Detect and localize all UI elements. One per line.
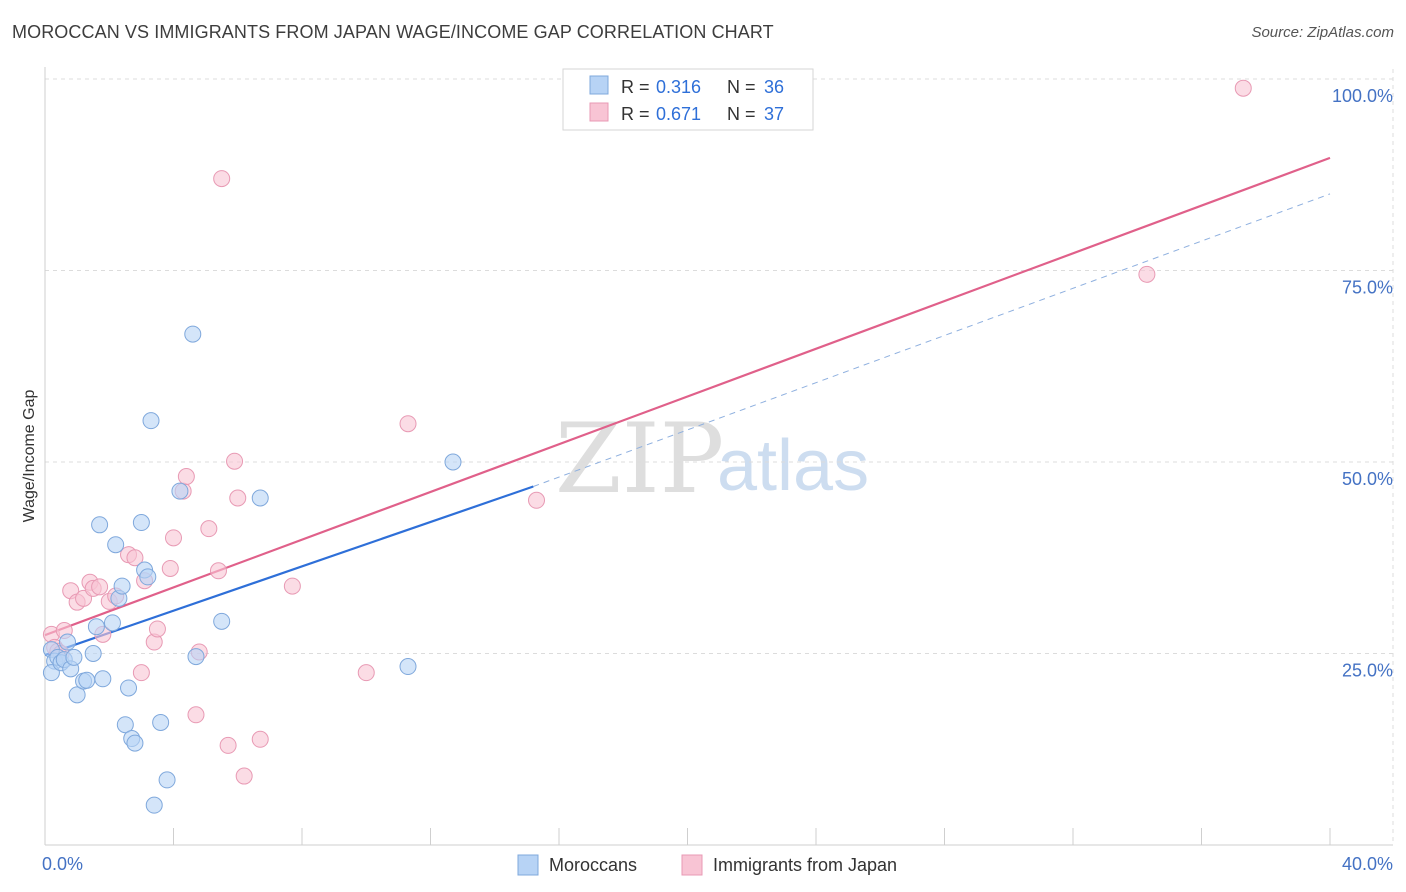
source-label: Source: ZipAtlas.com [1251, 24, 1394, 41]
point-moroccans [158, 771, 176, 789]
legend-swatch-blue [589, 75, 609, 95]
point-moroccans [65, 648, 83, 666]
point-moroccans [94, 670, 112, 688]
trend-line-moroccans-extension [533, 193, 1331, 487]
grid-lines [45, 69, 1394, 845]
trend-line-japan [44, 156, 1331, 637]
point-japan [283, 577, 301, 595]
axes [44, 67, 1393, 846]
point-moroccans [103, 614, 121, 632]
point-moroccans [116, 716, 134, 734]
watermark-atlas: atlas [717, 426, 869, 506]
bottom-legend-swatch-pink [681, 854, 703, 876]
point-japan [165, 529, 182, 547]
point-japan [209, 562, 227, 580]
point-moroccans [152, 713, 170, 731]
y-tick-label: 50.0% [1342, 469, 1393, 489]
trend-line-moroccans [44, 485, 534, 657]
point-moroccans [120, 679, 138, 697]
legend-n-value-1: 36 [764, 77, 784, 97]
point-moroccans [251, 489, 269, 507]
y-tick-label: 25.0% [1342, 661, 1393, 681]
legend-swatch-pink [589, 102, 609, 122]
y-tick-labels: 25.0% 50.0% 75.0% 100.0% [1332, 86, 1393, 681]
point-japan [132, 664, 150, 682]
point-japan [1138, 265, 1156, 283]
legend-r-value-1: 0.316 [656, 77, 701, 97]
point-japan [187, 706, 205, 724]
trend-lines [44, 156, 1331, 657]
point-japan [126, 549, 144, 567]
point-japan [213, 170, 231, 188]
bottom-legend-swatch-blue [517, 854, 539, 876]
point-japan [1234, 79, 1252, 97]
point-moroccans [145, 796, 163, 814]
point-japan [219, 736, 237, 754]
x-tick-label-min: 0.0% [42, 854, 83, 874]
legend-n-label-2: N = [727, 104, 756, 124]
point-japan [200, 520, 218, 538]
data-points [42, 79, 1252, 814]
point-moroccans [132, 514, 150, 532]
point-moroccans [187, 648, 205, 666]
point-moroccans [87, 618, 105, 636]
point-moroccans [113, 577, 131, 595]
y-tick-label: 100.0% [1332, 86, 1393, 106]
point-japan [161, 559, 179, 577]
point-moroccans [142, 412, 160, 430]
point-japan [91, 578, 109, 596]
legend-r-label-2: R = [621, 104, 650, 124]
point-japan [229, 489, 247, 507]
point-japan [226, 452, 244, 470]
point-japan [148, 620, 166, 638]
point-moroccans [126, 734, 144, 752]
bottom-legend-label-japan: Immigrants from Japan [713, 855, 897, 875]
point-moroccans [184, 325, 202, 343]
point-moroccans [171, 482, 189, 500]
legend-r-value-2: 0.671 [656, 104, 701, 124]
point-moroccans [399, 658, 417, 676]
point-moroccans [213, 612, 231, 630]
watermark-zip: ZIP [555, 403, 724, 515]
bottom-legend: Moroccans Immigrants from Japan [517, 854, 897, 876]
legend-n-value-2: 37 [764, 104, 784, 124]
point-japan [177, 468, 195, 486]
point-moroccans [91, 516, 109, 534]
point-moroccans [444, 453, 462, 471]
point-japan [528, 491, 546, 509]
x-tick-label-max: 40.0% [1342, 854, 1393, 874]
point-japan [235, 767, 253, 785]
point-moroccans [68, 686, 86, 704]
legend-r-label-1: R = [621, 77, 650, 97]
chart-title: MOROCCAN VS IMMIGRANTS FROM JAPAN WAGE/I… [12, 22, 774, 42]
point-moroccans [78, 671, 96, 689]
point-japan [251, 730, 269, 748]
point-japan [357, 664, 375, 682]
bottom-legend-label-moroccans: Moroccans [549, 855, 637, 875]
point-moroccans [84, 645, 102, 662]
point-moroccans [107, 536, 125, 554]
point-japan [399, 415, 417, 433]
legend-n-label-1: N = [727, 77, 756, 97]
point-moroccans [139, 568, 157, 586]
point-moroccans [58, 633, 76, 651]
legend: R = 0.316 N = 36 R = 0.671 N = 37 [562, 68, 814, 131]
y-axis-label: Wage/Income Gap [21, 390, 38, 523]
y-tick-label: 75.0% [1342, 278, 1393, 298]
